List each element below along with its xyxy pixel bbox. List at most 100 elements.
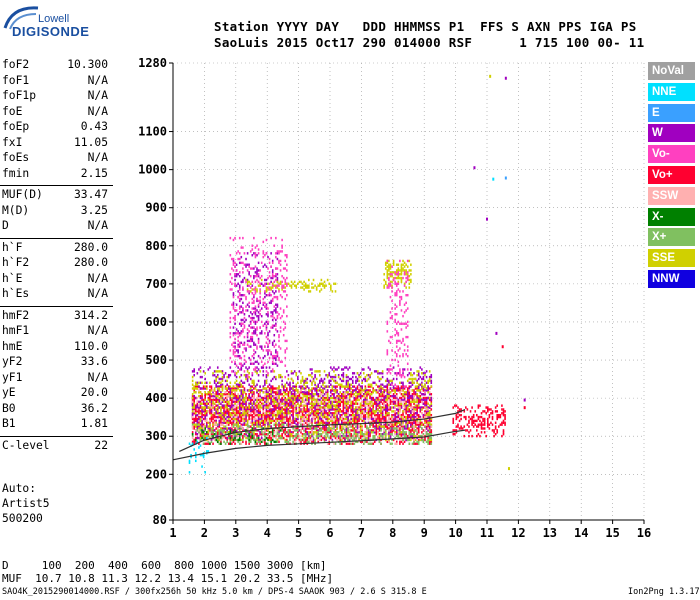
echo-point (251, 254, 254, 257)
echo-point (221, 398, 224, 402)
echo-point (257, 408, 260, 411)
echo-point (292, 379, 294, 383)
echo-point (246, 368, 249, 371)
echo-point (301, 413, 304, 417)
echo-point (311, 375, 313, 379)
echo-point (333, 425, 335, 428)
echo-point (221, 427, 224, 430)
echo-point (237, 383, 239, 386)
echo-point (345, 402, 348, 405)
echo-point (229, 366, 232, 369)
param-row: fmin 2.15 (2, 167, 108, 182)
echo-point (275, 311, 277, 314)
echo-point (408, 385, 411, 388)
echo-point (245, 349, 247, 352)
param-row: foF1 N/A (2, 74, 108, 89)
echo-point (326, 373, 329, 377)
echo-point (361, 412, 363, 415)
echo-point (262, 423, 265, 426)
echo-point (297, 402, 299, 405)
echo-point (235, 274, 238, 278)
echo-point (369, 425, 371, 428)
echo-point (275, 417, 277, 421)
echo-point (425, 421, 428, 424)
echo-point (298, 410, 301, 413)
echo-point (411, 423, 414, 426)
echo-point (275, 290, 277, 293)
echo-point (238, 434, 241, 438)
echo-point (323, 396, 326, 400)
echo-point (416, 423, 418, 426)
echo-point (308, 431, 310, 434)
echo-point (488, 408, 491, 411)
echo-point (289, 423, 291, 426)
echo-point (494, 421, 497, 424)
echo-point (388, 412, 390, 415)
echo-point (251, 326, 254, 329)
echo-point (479, 404, 481, 407)
echo-point (281, 412, 283, 415)
echo-point (234, 278, 236, 282)
echo-point (311, 398, 313, 402)
echo-point (410, 410, 412, 413)
echo-point (389, 394, 392, 398)
echo-point (213, 415, 216, 419)
echo-point (333, 366, 335, 369)
echo-point (232, 429, 235, 432)
echo-point (232, 421, 235, 424)
echo-point (326, 398, 329, 402)
echo-point (359, 404, 362, 407)
echo-point (256, 398, 258, 402)
echo-point (337, 402, 340, 405)
echo-point (240, 297, 243, 301)
echo-point (425, 427, 428, 430)
echo-point (193, 396, 196, 400)
echo-point (342, 379, 345, 383)
echo-point (260, 436, 263, 440)
echo-point (221, 389, 224, 392)
echo-point (297, 375, 299, 379)
echo-point (463, 415, 466, 419)
echo-point (242, 364, 244, 367)
echo-point (359, 427, 362, 430)
echo-point (417, 425, 420, 428)
echo-point (278, 415, 280, 419)
echo-point (248, 394, 250, 398)
param-row: hmF1 N/A (2, 324, 108, 339)
echo-point (311, 410, 313, 413)
echo-point (223, 412, 225, 415)
echo-point (469, 410, 472, 413)
echo-point (351, 389, 354, 392)
echo-point (483, 421, 486, 424)
echo-point (413, 434, 415, 438)
echo-point (323, 387, 326, 390)
echo-point (306, 385, 309, 388)
echo-point (309, 368, 312, 371)
echo-point (289, 429, 291, 432)
echo-point (348, 421, 351, 424)
echo-point (471, 423, 473, 426)
echo-point (358, 383, 360, 386)
echo-point (339, 425, 342, 428)
echo-point (295, 419, 298, 423)
echo-point (402, 385, 404, 388)
echo-point (414, 404, 417, 407)
echo-point (303, 410, 305, 413)
echo-point (267, 314, 269, 318)
echo-point (348, 385, 351, 388)
echo-point (455, 415, 458, 419)
echo-point (286, 398, 288, 402)
echo-point (383, 419, 385, 423)
echo-point (227, 419, 230, 423)
echo-point (322, 415, 324, 419)
echo-point (320, 396, 323, 400)
echo-point (246, 408, 249, 411)
echo-point (259, 431, 261, 434)
echo-point (322, 425, 324, 428)
echo-point (356, 423, 359, 426)
echo-point (301, 400, 304, 404)
echo-point (424, 396, 426, 400)
echo-point (312, 396, 315, 400)
echo-point (330, 412, 332, 415)
echo-point (198, 415, 200, 419)
